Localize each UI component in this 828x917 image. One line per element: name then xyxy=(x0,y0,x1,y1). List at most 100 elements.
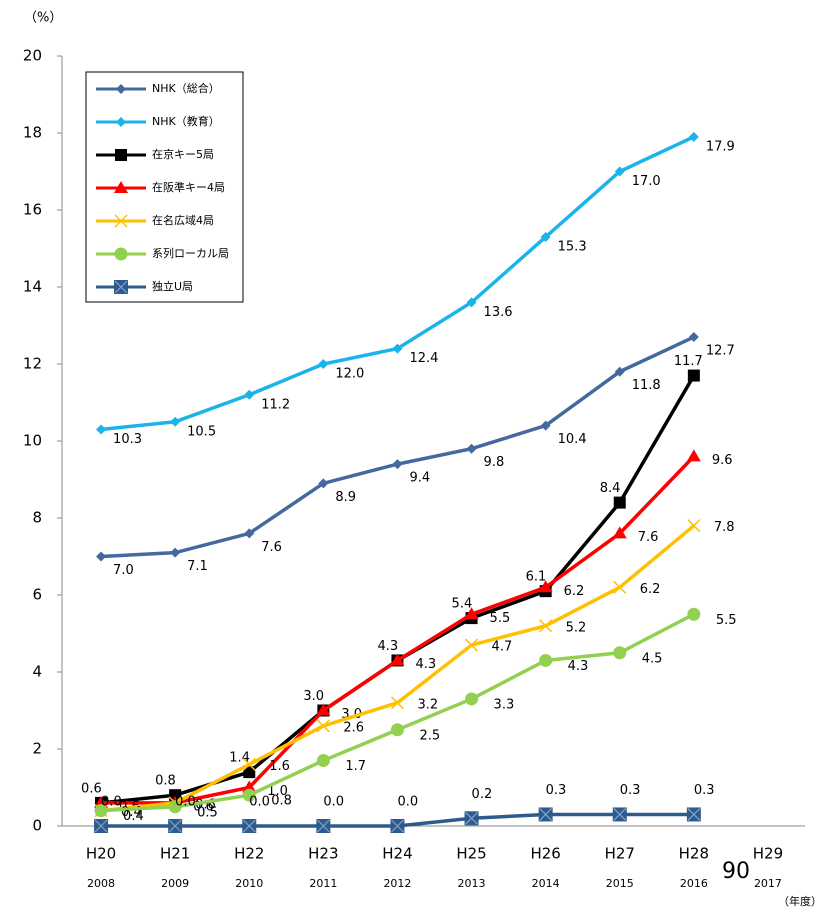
data-label: 1.7 xyxy=(345,759,366,774)
y-tick-label: 8 xyxy=(32,509,42,527)
point xyxy=(316,703,331,716)
y-tick-label: 18 xyxy=(23,124,42,142)
series-line xyxy=(101,455,696,805)
point xyxy=(688,332,699,343)
data-label: 17.0 xyxy=(632,174,661,189)
x-tick-label: H29 xyxy=(753,845,783,863)
data-label: 4.5 xyxy=(642,651,663,666)
point xyxy=(94,795,109,808)
data-label: 3.0 xyxy=(303,689,324,704)
point xyxy=(466,443,477,454)
point xyxy=(318,478,329,489)
data-label: 15.3 xyxy=(558,239,587,254)
data-label: 9.8 xyxy=(484,455,505,470)
data-label: 1.4 xyxy=(229,751,250,766)
data-label: 10.3 xyxy=(113,432,142,447)
data-label: 0.2 xyxy=(472,787,493,802)
x-tick-year: 2013 xyxy=(458,877,486,890)
data-label: 12.4 xyxy=(409,351,438,366)
x-tick-label: H25 xyxy=(456,845,486,863)
point xyxy=(390,696,404,710)
data-label: 7.6 xyxy=(638,530,659,545)
data-label: 8.9 xyxy=(335,490,356,505)
data-label: 0.4 xyxy=(123,809,144,824)
point xyxy=(540,420,551,431)
y-tick-label: 12 xyxy=(23,355,42,373)
x-tick-year: 2015 xyxy=(606,877,634,890)
data-label: 11.2 xyxy=(261,397,290,412)
data-label: 12.0 xyxy=(335,367,364,382)
x-tick-label: H20 xyxy=(86,845,116,863)
y-tick-label: 2 xyxy=(32,740,42,758)
point xyxy=(96,424,107,435)
x-tick-label: H24 xyxy=(382,845,412,863)
data-label: 8.4 xyxy=(600,481,621,496)
data-label: 0.0 xyxy=(249,795,270,810)
y-axis-label: （%） xyxy=(24,11,62,26)
marker-cross xyxy=(465,811,478,825)
point xyxy=(168,800,182,814)
data-label: 0.3 xyxy=(546,783,567,798)
point xyxy=(465,692,479,706)
point xyxy=(538,580,553,593)
legend-marker xyxy=(114,181,128,193)
data-label: 2.5 xyxy=(419,728,440,743)
data-label: 7.1 xyxy=(187,559,208,574)
point xyxy=(540,231,551,242)
data-label: 7.0 xyxy=(113,563,134,578)
legend-label: 独立U局 xyxy=(152,279,193,293)
point xyxy=(613,646,627,660)
point xyxy=(94,804,108,818)
x-tick-year: 2009 xyxy=(161,877,189,890)
point xyxy=(464,607,479,620)
marker-cross xyxy=(391,819,404,833)
data-label: 13.6 xyxy=(484,305,513,320)
point xyxy=(390,653,405,666)
marker-cross xyxy=(613,808,627,821)
data-label: 0.8 xyxy=(271,794,292,809)
point xyxy=(613,496,626,509)
legend-label: 在阪準キー4局 xyxy=(152,180,225,194)
x-axis-label: （年度） xyxy=(778,894,822,908)
point xyxy=(687,607,701,621)
data-label: 0.5 xyxy=(197,805,218,820)
point xyxy=(539,619,553,633)
point xyxy=(242,788,256,802)
point xyxy=(614,166,625,177)
data-label: 4.3 xyxy=(377,639,398,654)
point xyxy=(244,528,255,539)
marker-cross xyxy=(539,808,553,821)
data-label: 3.2 xyxy=(417,697,438,712)
point xyxy=(170,547,181,558)
point xyxy=(242,757,256,771)
legend-marker xyxy=(116,84,126,94)
point xyxy=(96,551,107,562)
point xyxy=(392,343,403,354)
x-tick-label: H27 xyxy=(605,845,635,863)
y-tick-label: 0 xyxy=(32,817,42,835)
point xyxy=(613,580,627,594)
y-tick-label: 6 xyxy=(32,586,42,604)
x-tick-year: 2008 xyxy=(87,877,115,890)
data-label: 0.0 xyxy=(323,795,344,810)
data-label: 1.0 xyxy=(267,784,288,799)
legend-label: 系列ローカル局 xyxy=(152,246,229,260)
point xyxy=(688,131,699,142)
legend-marker xyxy=(115,149,127,161)
point xyxy=(318,359,329,369)
data-label: 12.7 xyxy=(706,344,735,359)
marker-cross xyxy=(242,819,256,833)
x-tick-year: 2017 xyxy=(754,877,782,890)
y-tick-label: 10 xyxy=(23,432,42,450)
legend-marker xyxy=(116,117,126,127)
legend-label: 在名広域4局 xyxy=(152,213,214,227)
data-label: 3.3 xyxy=(494,697,515,712)
point xyxy=(243,766,256,779)
point xyxy=(169,789,182,802)
data-label: 4.3 xyxy=(415,657,436,672)
x-tick-year: 2011 xyxy=(309,877,337,890)
legend-marker xyxy=(114,247,128,261)
data-label: 10.5 xyxy=(187,424,216,439)
x-tick-label: H21 xyxy=(160,845,190,863)
data-label: 6.1 xyxy=(526,570,547,585)
